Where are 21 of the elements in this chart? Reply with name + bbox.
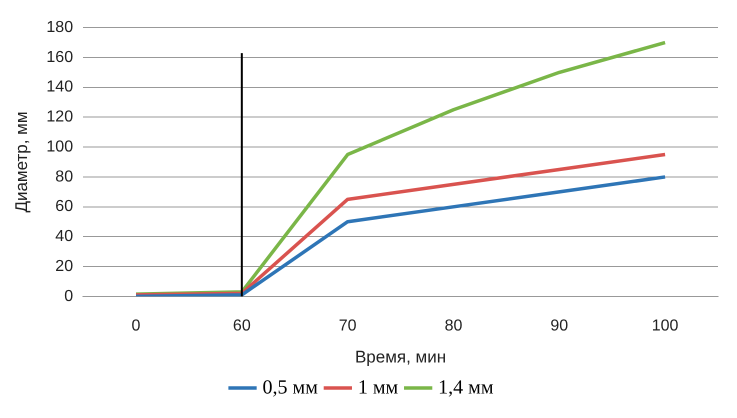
- y-tick-label: 40: [55, 228, 74, 246]
- y-tick-label: 60: [55, 198, 74, 216]
- x-tick-label: 0: [132, 317, 141, 334]
- x-tick-label: 80: [444, 317, 462, 334]
- y-tick-label: 160: [46, 48, 74, 66]
- y-tick-label: 120: [46, 108, 74, 126]
- x-tick-label: 100: [652, 317, 679, 334]
- y-tick-label: 20: [55, 258, 74, 275]
- y-tick-label: 180: [46, 19, 74, 36]
- x-tick-label: 70: [338, 317, 357, 334]
- y-tick-label: 100: [46, 138, 74, 156]
- legend-label: 1,4 мм: [438, 376, 494, 398]
- x-tick-label: 90: [550, 317, 568, 334]
- x-axis-title: Время, мин: [354, 347, 446, 366]
- x-tick-label: 60: [232, 317, 251, 334]
- y-tick-label: 140: [46, 78, 74, 96]
- y-tick-label: 80: [55, 168, 74, 186]
- legend-label: 1 мм: [358, 376, 398, 398]
- legend-label: 0,5 мм: [262, 376, 318, 398]
- y-axis-title: Диаметр, мм: [12, 111, 31, 213]
- y-tick-label: 0: [64, 288, 74, 305]
